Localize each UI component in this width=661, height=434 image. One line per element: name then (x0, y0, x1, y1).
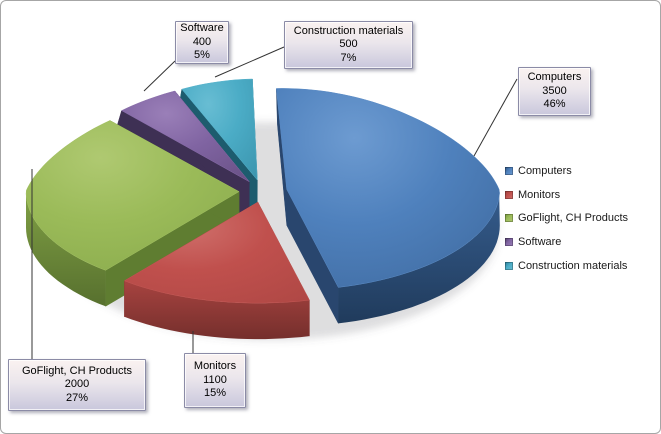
leader-lines (31, 46, 518, 359)
legend-swatch-software (505, 237, 513, 246)
data-label-value: 400 (192, 35, 212, 48)
legend-item-monitors[interactable]: Monitors (505, 183, 628, 207)
legend-label: GoFlight, CH Products (518, 212, 629, 225)
leader-line-software (143, 60, 176, 92)
data-label-category: Computers (527, 71, 582, 84)
legend-item-computers[interactable]: Computers (505, 159, 628, 183)
legend-label: Monitors (518, 188, 561, 201)
legend-label: Construction materials (518, 259, 628, 272)
legend-item-construction-materials[interactable]: Construction materials (505, 254, 628, 278)
data-label-monitors[interactable]: Monitors 1100 15% (184, 353, 246, 408)
data-label-value: 500 (339, 38, 358, 51)
data-label-percent: 7% (340, 51, 357, 64)
pie-slice-goflight-ch-products[interactable] (25, 120, 240, 271)
legend-label: Computers (518, 164, 572, 177)
legend-label: Software (518, 235, 562, 248)
data-label-percent: 46% (543, 98, 566, 111)
legend-item-software[interactable]: Software (505, 230, 628, 254)
data-label-computers[interactable]: Computers 3500 46% (518, 67, 591, 116)
data-label-construction-materials[interactable]: Construction materials 500 7% (284, 21, 413, 69)
slice-side-wall-goflight-ch-products (26, 191, 106, 307)
legend-item-goflight-ch-products[interactable]: GoFlight, CH Products (505, 206, 628, 230)
data-label-goflight-ch-products[interactable]: GoFlight, CH Products 2000 27% (8, 359, 146, 411)
legend-swatch-construction-materials (505, 261, 513, 270)
slice-side-wall-monitors (124, 280, 310, 340)
data-label-value: 3500 (542, 84, 567, 97)
data-label-percent: 27% (65, 391, 89, 404)
data-label-category: Software (180, 22, 224, 35)
data-label-value: 2000 (64, 378, 90, 391)
data-label-percent: 5% (194, 49, 210, 62)
legend-swatch-computers (505, 166, 513, 175)
pie-slice-group-computers (276, 88, 500, 324)
pie-slice-software[interactable] (121, 90, 250, 182)
legend: Computers Monitors GoFlight, CH Products… (505, 159, 628, 277)
data-label-percent: 15% (203, 387, 227, 400)
data-label-software[interactable]: Software 400 5% (175, 21, 229, 64)
leader-line-construction-materials (214, 46, 285, 78)
data-label-category: Construction materials (293, 24, 404, 37)
pie-slice-group-monitors (124, 201, 310, 340)
legend-swatch-goflight-ch-products (505, 214, 513, 223)
data-label-value: 1100 (203, 373, 227, 386)
leader-line-computers (473, 78, 518, 157)
slice-side-wall-computers (338, 189, 500, 324)
pie-slice-construction-materials[interactable] (181, 78, 258, 181)
pie-slice-monitors[interactable] (124, 201, 310, 304)
data-label-category: Monitors (193, 360, 237, 373)
legend-swatch-monitors (505, 190, 513, 199)
data-label-category: GoFlight, CH Products (21, 364, 133, 377)
pie-slice-computers[interactable] (276, 88, 500, 288)
